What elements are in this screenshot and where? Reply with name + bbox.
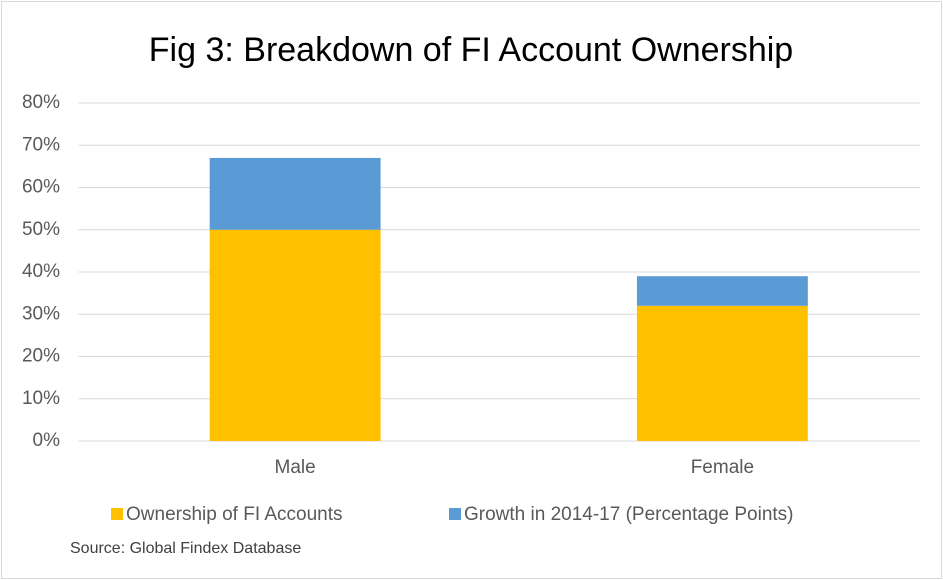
legend-label: Growth in 2014-17 (Percentage Points) xyxy=(464,504,794,525)
bar-segment xyxy=(636,276,808,306)
y-tick-label: 80% xyxy=(22,92,60,113)
bar-segment xyxy=(636,305,808,441)
chart-title: Fig 3: Breakdown of FI Account Ownership xyxy=(149,31,793,69)
y-tick-label: 60% xyxy=(22,177,60,198)
x-tick-label: Female xyxy=(691,457,754,478)
bar-segment xyxy=(209,157,381,230)
y-tick-label: 20% xyxy=(22,346,60,367)
legend-swatch xyxy=(449,508,461,520)
y-tick-label: 30% xyxy=(22,303,60,324)
y-tick-label: 40% xyxy=(22,261,60,282)
y-tick-label: 50% xyxy=(22,219,60,240)
legend-label: Ownership of FI Accounts xyxy=(126,504,343,525)
y-tick-label: 10% xyxy=(22,388,60,409)
bar-segment xyxy=(209,229,381,441)
source-note: Source: Global Findex Database xyxy=(70,540,301,557)
y-tick-label: 70% xyxy=(22,134,60,155)
legend-swatch xyxy=(111,508,123,520)
y-tick-label: 0% xyxy=(33,430,61,451)
x-tick-label: Male xyxy=(275,457,316,478)
